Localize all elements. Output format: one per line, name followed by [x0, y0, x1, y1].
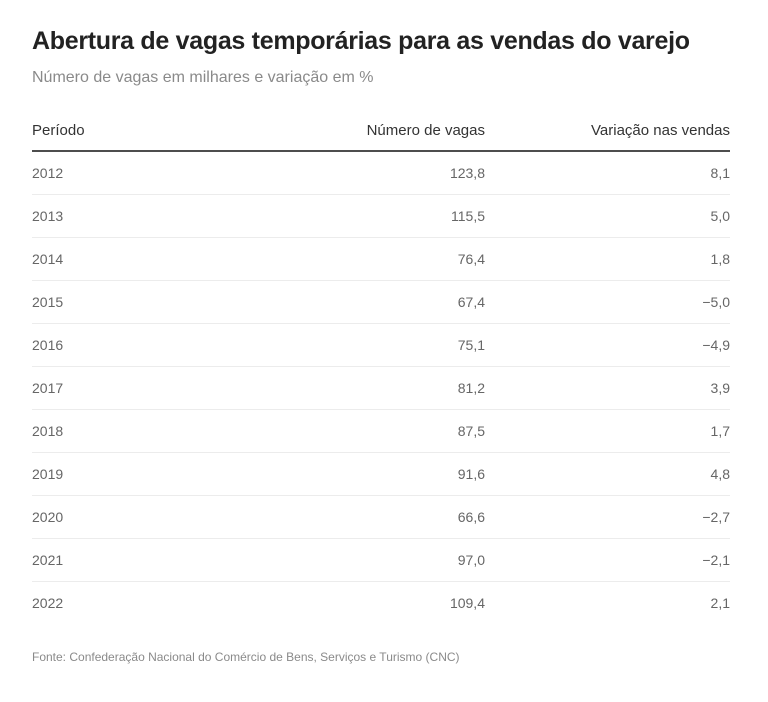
table-row: 2017 81,2 3,9 — [32, 366, 730, 410]
cell-variacao: 8,1 — [485, 151, 730, 195]
cell-period: 2017 — [32, 366, 232, 410]
source-note: Fonte: Confederação Nacional do Comércio… — [32, 650, 460, 664]
cell-period: 2021 — [32, 538, 232, 582]
table-row: 2020 66,6 −2,7 — [32, 495, 730, 539]
cell-period: 2022 — [32, 595, 64, 611]
chart-title: Abertura de vagas temporárias para as ve… — [32, 27, 690, 55]
table-row: 2012 123,8 8,1 — [32, 151, 730, 195]
cell-period: 2020 — [32, 495, 232, 539]
cell-variacao: −5,0 — [485, 280, 730, 324]
table-row: 2015 67,4 −5,0 — [32, 280, 730, 324]
table-body: 2012 123,8 8,1 2013 115,5 5,0 2014 76,4 1,8 2015 6… — [32, 151, 730, 624]
table-row: 2021 97,0 −2,1 — [32, 538, 730, 582]
cell-variacao: 4,8 — [485, 452, 730, 496]
cell-vagas: 76,4 — [232, 237, 485, 281]
cell-vagas: 81,2 — [232, 366, 485, 410]
cell-period: 2016 — [32, 323, 232, 367]
cell-vagas: 75,1 — [232, 323, 485, 367]
table-row: 2018 87,5 1,7 — [32, 409, 730, 453]
table-row: 2013 115,5 5,0 — [32, 194, 730, 238]
cell-variacao: −4,9 — [485, 323, 730, 367]
cell-variacao: 1,8 — [485, 237, 730, 281]
cell-variacao: 5,0 — [485, 194, 730, 238]
column-header-variacao: Variação nas vendas — [485, 110, 730, 152]
cell-vagas: 115,5 — [232, 194, 485, 238]
column-header-vagas: Número de vagas — [232, 110, 485, 152]
table-header: Período Número de vagas Variação nas ven… — [32, 110, 730, 152]
table-row: 2014 76,4 1,8 — [32, 237, 730, 281]
table-row: 2019 91,6 4,8 — [32, 452, 730, 496]
cell-period: 2014 — [32, 237, 232, 281]
chart-subtitle: Número de vagas em milhares e variação e… — [32, 69, 374, 86]
cell-vagas: 109,4 — [449, 595, 485, 611]
cell-period: 2018 — [32, 409, 232, 453]
cell-variacao: 2,1 — [710, 595, 730, 611]
cell-variacao: 1,7 — [485, 409, 730, 453]
cell-variacao: −2,7 — [485, 495, 730, 539]
cell-vagas: 87,5 — [232, 409, 485, 453]
cell-period: 2019 — [32, 452, 232, 496]
cell-vagas: 67,4 — [232, 280, 485, 324]
cell-vagas: 97,0 — [232, 538, 485, 582]
data-table: Período Número de vagas Variação nas ven… — [32, 110, 730, 624]
cell-period: 2013 — [32, 194, 232, 238]
cell-period: 2012 — [32, 151, 232, 195]
cell-vagas: 123,8 — [232, 151, 485, 195]
cell-period: 2015 — [32, 280, 232, 324]
table-row: 2016 75,1 −4,9 — [32, 323, 730, 367]
cell-vagas: 66,6 — [232, 495, 485, 539]
cell-variacao: 3,9 — [485, 366, 730, 410]
header-row: Período Número de vagas Variação nas ven… — [32, 110, 730, 152]
column-header-period: Período — [32, 110, 232, 152]
table-row: 2022 109,4 2,1 — [32, 582, 730, 625]
cell-variacao: −2,1 — [485, 538, 730, 582]
cell-vagas: 91,6 — [232, 452, 485, 496]
